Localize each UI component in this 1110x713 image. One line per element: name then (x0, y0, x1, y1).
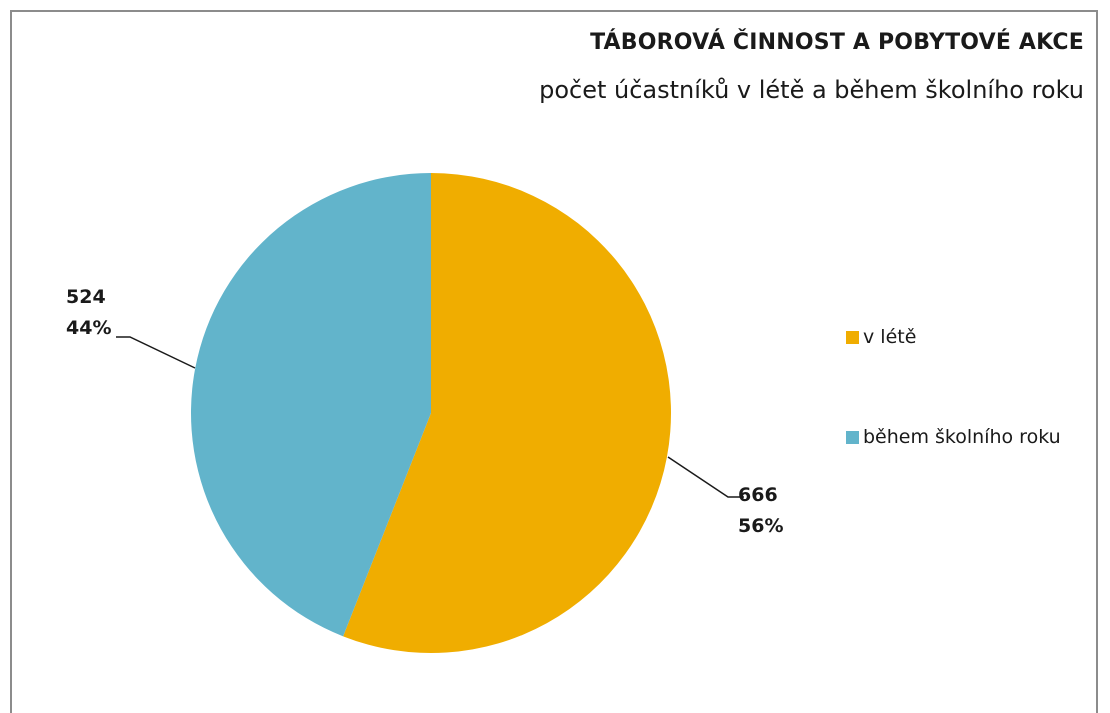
chart-title: TÁBOROVÁ ČINNOST A POBYTOVÉ AKCE (590, 30, 1084, 55)
legend-swatch-school-year (846, 430, 859, 444)
data-label-summer-value: 666 (738, 484, 778, 506)
pie-slice-summer (343, 173, 671, 653)
data-label-summer: 666 56% (738, 480, 783, 542)
data-label-school-year-percent: 44% (66, 317, 112, 339)
legend-label-summer: v létě (863, 326, 917, 348)
legend-item-summer: v létě (846, 326, 916, 348)
chart-subtitle: počet účastníků v létě a během školního … (539, 76, 1084, 104)
pie-slice-school-year (190, 173, 431, 637)
data-label-summer-percent: 56% (738, 515, 784, 537)
legend-item-school-year: během školního roku (846, 426, 1061, 448)
data-label-school-year: 524 44% (66, 282, 111, 344)
legend-swatch-summer (846, 330, 859, 344)
legend-label-school-year: během školního roku (863, 426, 1061, 448)
data-label-school-year-value: 524 (66, 286, 106, 308)
leader-line-summer (667, 456, 744, 498)
leader-line-school-year (116, 336, 196, 369)
